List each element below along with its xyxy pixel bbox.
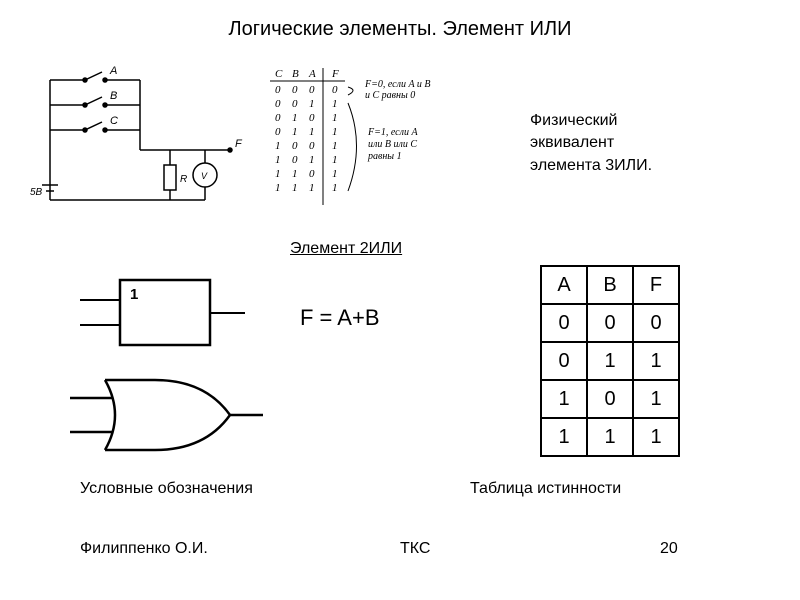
svg-text:0: 0 [275,84,281,96]
svg-text:0: 0 [309,168,315,180]
svg-text:C: C [275,68,283,80]
svg-text:A: A [109,65,117,77]
svg-text:B: B [110,90,117,102]
svg-text:0: 0 [275,112,281,124]
svg-text:F=1, если A: F=1, если A [367,127,418,138]
svg-text:и C равны 0: и C равны 0 [365,90,415,101]
svg-text:равны 1: равны 1 [367,151,402,162]
svg-text:1: 1 [332,112,338,124]
svg-text:0: 0 [292,98,298,110]
svg-text:0: 0 [309,140,315,152]
svg-text:1: 1 [309,154,315,166]
svg-text:0: 0 [292,84,298,96]
svg-text:1: 1 [332,98,338,110]
svg-text:F: F [235,138,243,150]
svg-text:F: F [331,68,339,80]
svg-text:V: V [201,171,208,181]
svg-text:1: 1 [292,112,298,124]
svg-text:0: 0 [292,140,298,152]
or-gate-rect-symbol: 1 [70,275,250,355]
footer-course: ТКС [400,540,430,558]
svg-text:1: 1 [332,182,338,194]
svg-text:0: 0 [275,98,281,110]
svg-text:R: R [180,174,187,185]
section-heading: Элемент 2ИЛИ [290,240,402,258]
svg-text:1: 1 [332,140,338,152]
svg-text:C: C [110,115,118,127]
formula: F = A+B [300,305,380,331]
svg-text:1: 1 [332,154,338,166]
circuit-diagram: A B C F R V 5В [30,60,250,210]
svg-text:1: 1 [309,98,315,110]
svg-text:0: 0 [292,154,298,166]
th-f: F [633,266,679,304]
svg-text:0: 0 [275,126,281,138]
svg-text:или B или C: или B или C [368,139,417,150]
svg-text:1: 1 [332,126,338,138]
svg-text:F=0, если A и B: F=0, если A и B [364,79,431,90]
footer-author: Филиппенко О.И. [80,540,208,558]
page-title: Логические элементы. Элемент ИЛИ [0,0,800,41]
svg-text:0: 0 [309,112,315,124]
truth-caption: Таблица истинности [470,480,621,498]
footer-page: 20 [660,540,678,558]
truth-table-2input: A B F 000 011 101 111 [540,265,680,457]
svg-text:0: 0 [332,84,338,96]
svg-text:1: 1 [275,154,281,166]
svg-text:1: 1 [292,182,298,194]
svg-text:5В: 5В [30,187,43,198]
symbols-caption: Условные обозначения [80,480,253,498]
svg-text:1: 1 [275,182,281,194]
or-gate-shape-symbol [65,370,265,460]
svg-text:1: 1 [309,182,315,194]
svg-text:1: 1 [275,140,281,152]
svg-text:1: 1 [130,286,138,303]
svg-text:1: 1 [332,168,338,180]
svg-text:B: B [292,68,299,80]
th-a: A [541,266,587,304]
truth-table-3input: CBAF 0000 0011 0101 0111 1001 1011 1101 … [270,65,470,215]
svg-text:A: A [308,68,316,80]
physical-equivalent-label: Физический эквивалент элемента 3ИЛИ. [530,110,652,177]
svg-text:0: 0 [309,84,315,96]
svg-text:1: 1 [292,126,298,138]
svg-text:1: 1 [309,126,315,138]
svg-text:1: 1 [292,168,298,180]
svg-text:1: 1 [275,168,281,180]
th-b: B [587,266,633,304]
